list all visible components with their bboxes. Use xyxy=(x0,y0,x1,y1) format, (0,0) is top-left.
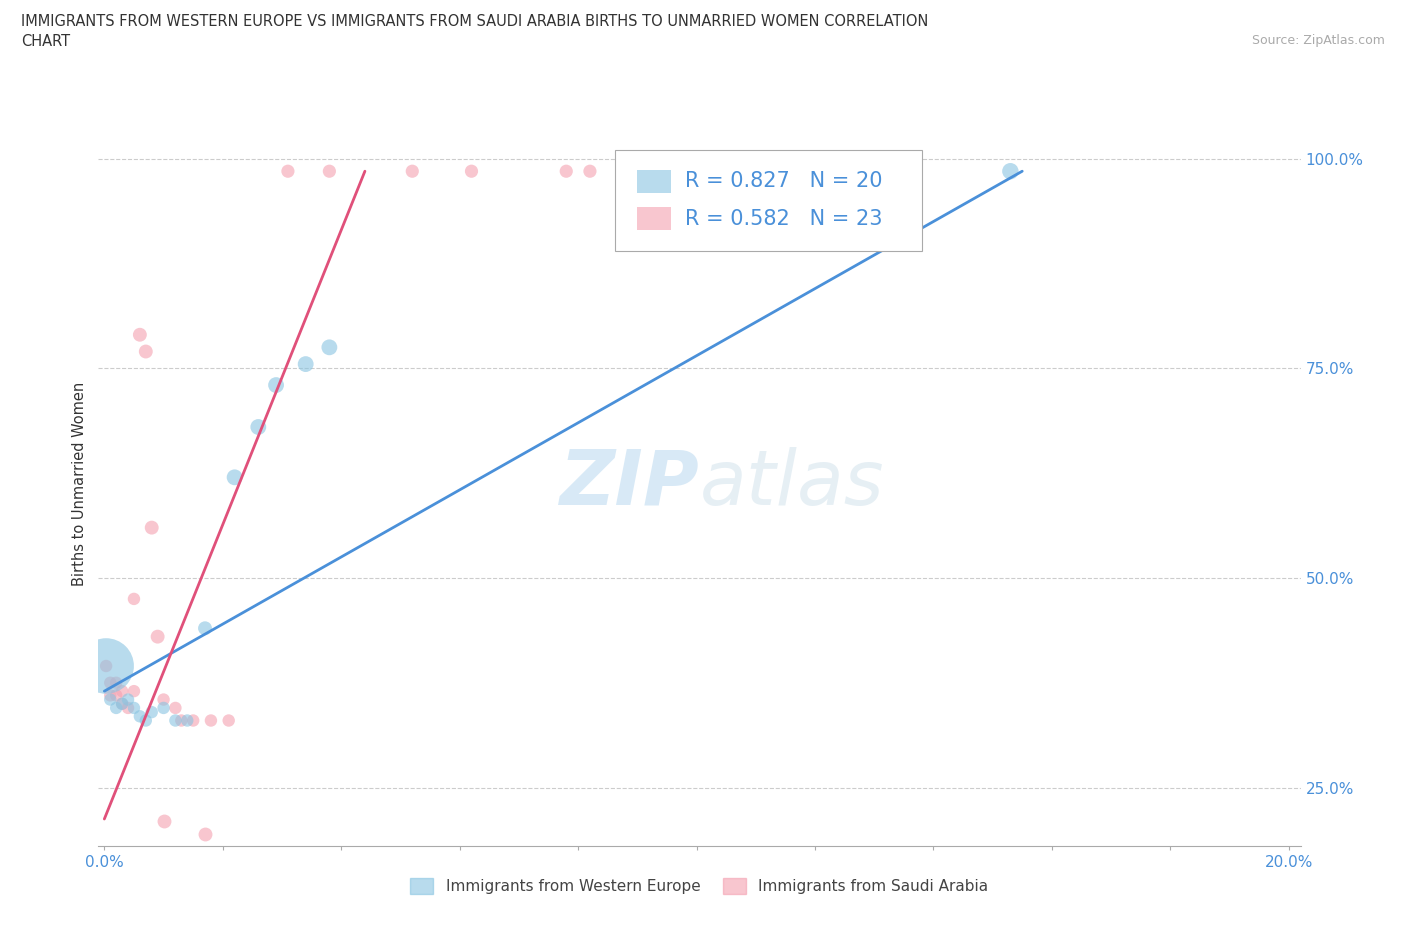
Text: IMMIGRANTS FROM WESTERN EUROPE VS IMMIGRANTS FROM SAUDI ARABIA BIRTHS TO UNMARRI: IMMIGRANTS FROM WESTERN EUROPE VS IMMIGR… xyxy=(21,14,928,29)
Y-axis label: Births to Unmarried Women: Births to Unmarried Women xyxy=(72,381,87,586)
Point xyxy=(122,684,145,698)
Point xyxy=(460,164,482,179)
Point xyxy=(1000,164,1022,179)
Point xyxy=(697,164,720,179)
Text: R = 0.827   N = 20: R = 0.827 N = 20 xyxy=(685,171,883,191)
Point xyxy=(128,327,150,342)
Point xyxy=(277,164,299,179)
Point xyxy=(146,630,169,644)
Text: Source: ZipAtlas.com: Source: ZipAtlas.com xyxy=(1251,34,1385,47)
Text: atlas: atlas xyxy=(700,446,884,521)
Point xyxy=(98,692,121,707)
Point xyxy=(176,713,198,728)
Point xyxy=(673,164,696,179)
Point xyxy=(218,713,240,728)
Point xyxy=(117,692,139,707)
Point xyxy=(122,591,145,606)
Point xyxy=(194,826,217,841)
Point xyxy=(170,713,193,728)
Point xyxy=(94,658,117,673)
Point xyxy=(105,675,128,690)
Point xyxy=(224,470,246,485)
Bar xyxy=(637,169,671,193)
Point xyxy=(264,378,287,392)
Point xyxy=(152,700,174,715)
Point xyxy=(128,709,150,724)
Point xyxy=(105,688,128,703)
Point xyxy=(200,713,222,728)
Point xyxy=(579,164,602,179)
Point xyxy=(98,675,121,690)
Point xyxy=(111,697,134,711)
Text: ZIP: ZIP xyxy=(560,446,700,521)
Point xyxy=(165,713,187,728)
Point xyxy=(294,357,316,372)
Point xyxy=(318,164,340,179)
Text: R = 0.582   N = 23: R = 0.582 N = 23 xyxy=(685,209,883,229)
Point xyxy=(181,713,204,728)
Point xyxy=(555,164,578,179)
Bar xyxy=(637,207,671,231)
Point xyxy=(141,705,163,720)
Point xyxy=(152,814,174,829)
Point xyxy=(117,700,139,715)
Point xyxy=(135,344,157,359)
Point xyxy=(247,419,270,434)
Point xyxy=(401,164,423,179)
Point xyxy=(111,684,134,698)
Point xyxy=(152,692,174,707)
Point xyxy=(135,713,157,728)
Point xyxy=(165,700,187,715)
Legend: Immigrants from Western Europe, Immigrants from Saudi Arabia: Immigrants from Western Europe, Immigran… xyxy=(405,872,994,900)
Point xyxy=(122,700,145,715)
Point xyxy=(111,697,134,711)
Point xyxy=(194,621,217,636)
FancyBboxPatch shape xyxy=(616,150,922,251)
Point xyxy=(105,700,128,715)
Point xyxy=(141,520,163,535)
Point xyxy=(98,688,121,703)
Point xyxy=(318,339,340,354)
Text: CHART: CHART xyxy=(21,34,70,49)
Point xyxy=(94,658,117,673)
